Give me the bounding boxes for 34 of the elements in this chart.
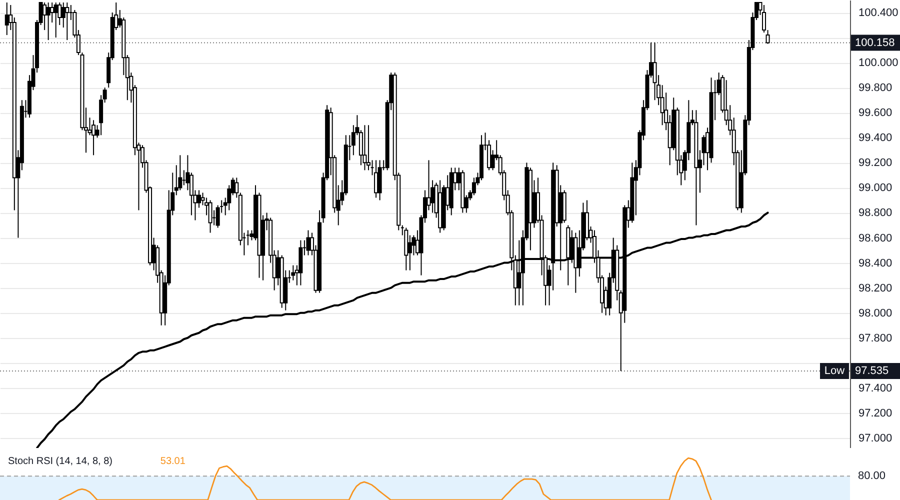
y-tick-label: 98.000 [858, 307, 892, 320]
y-tick-label: 97.000 [858, 432, 892, 444]
y-tick-label: 98.400 [858, 257, 892, 270]
y-tick-label: 100.000 [858, 57, 898, 70]
y-tick-label: 98.600 [858, 232, 892, 244]
candlestick [208, 200, 212, 234]
candlestick [178, 154, 182, 191]
y-tick-label: 100.400 [858, 7, 898, 20]
candlestick [46, 2, 50, 41]
annotation: 80.00 [858, 470, 886, 482]
y-tick-label: 97.800 [858, 332, 892, 344]
candlestick [652, 42, 657, 101]
candlestick [92, 120, 96, 156]
ref-line-label: 100.158 [855, 36, 895, 49]
y-tick-label: 99.800 [858, 82, 892, 94]
chart-title: Stoch RSI (14, 14, 8, 8) [8, 456, 112, 467]
candlestick [366, 124, 370, 171]
y-tick-label: 99.600 [858, 107, 892, 120]
y-tick-label: 97.200 [858, 407, 892, 420]
candlestick [196, 190, 201, 208]
candlestick [374, 160, 378, 198]
y-tick-label: 98.200 [858, 282, 892, 294]
annotation: Low [824, 365, 845, 378]
y-tick-label: 99.000 [858, 182, 892, 194]
y-tick-label: 99.400 [858, 132, 892, 144]
candlestick [362, 124, 367, 171]
candlestick [306, 230, 310, 256]
y-tick-label: 98.800 [858, 207, 892, 220]
ref-line-label: 97.535 [855, 365, 889, 378]
annotation: 53.01 [160, 456, 186, 467]
y-tick-label: 97.400 [858, 382, 892, 394]
y-tick-label: 99.200 [858, 157, 892, 170]
candlestick [54, 2, 58, 38]
candlestick [4, 2, 9, 36]
